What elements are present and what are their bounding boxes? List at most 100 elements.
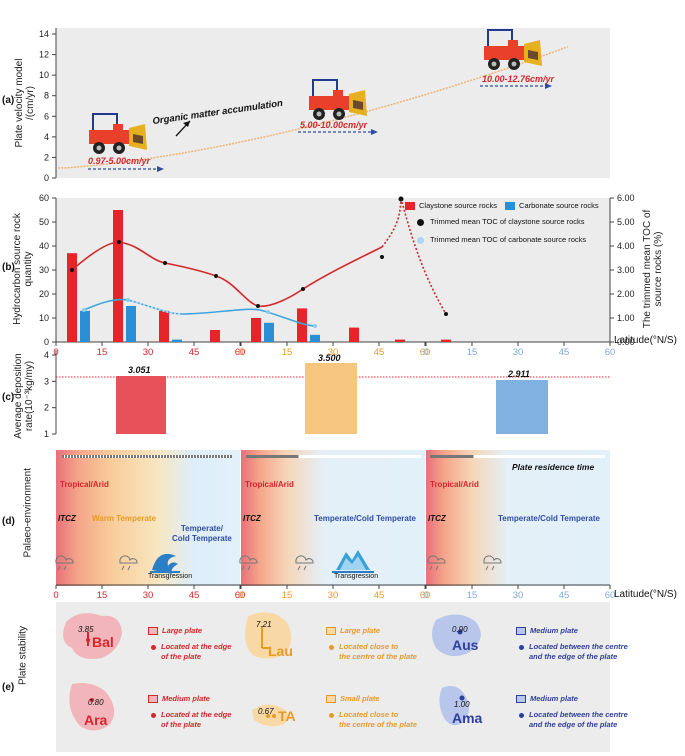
residence-label: Plate residence time	[512, 462, 595, 472]
band-high-velocity: High velocity	[471, 4, 565, 22]
plate-abbr: Aus	[452, 637, 479, 653]
legend-toc-claystone: Trimmed mean TOC of claystone source roc…	[405, 216, 599, 228]
claystone-bar	[395, 339, 405, 342]
d-xtick-label: 60	[420, 590, 431, 601]
a-ytick-label: 10	[39, 70, 49, 80]
a-ytick-label: 14	[39, 29, 49, 39]
a-ytick-label: 2	[44, 152, 49, 162]
island-icon	[332, 550, 374, 573]
env-tropical-low: Tropical/Arid	[60, 480, 109, 489]
b-xtick-label: 60	[235, 347, 246, 358]
range-high: 10.00-12.76cm/yr	[482, 74, 555, 84]
env-column-high	[426, 450, 610, 586]
b-ytick-right: 6.00	[617, 193, 635, 203]
b-ytick-left: 40	[39, 241, 49, 251]
plate-location: Located at the edge of the plate	[148, 642, 231, 662]
plate-size: Medium plate	[148, 694, 210, 704]
panel-c-letter: (c)	[2, 392, 15, 403]
b-xtick-label: 15	[97, 347, 108, 358]
b-xtick-label: 15	[467, 347, 478, 358]
c-ytick-label: 3	[44, 376, 49, 386]
claystone-bar	[297, 308, 307, 342]
claystone-bar	[349, 327, 359, 342]
panel-e-background	[56, 602, 610, 752]
d-xtick-label: 30	[513, 590, 524, 601]
d-xtick-label: 45	[559, 590, 570, 601]
c-ytick-label: 2	[44, 403, 49, 413]
b-xtick-label: 45	[559, 347, 570, 358]
env-column-medium	[241, 450, 425, 586]
plate-location: Located between the centre and the edge o…	[516, 642, 628, 662]
plate-size: Medium plate	[516, 626, 578, 636]
b-ytick-left: 20	[39, 289, 49, 299]
env-itcz-low: ITCZ	[58, 514, 76, 523]
plate-abbr: TA	[278, 708, 296, 724]
bar-medium	[305, 363, 357, 434]
claystone-bar	[210, 330, 220, 342]
env-warm-temperate: Warm Temperate	[92, 514, 157, 523]
env-cold-high: Temperate/Cold Temperate	[498, 514, 600, 523]
d-xtick-label: 15	[97, 590, 108, 601]
b-xtick-label: 60	[420, 347, 431, 358]
b-ytick-right: 0.00	[617, 337, 635, 347]
dozer-icon	[484, 29, 542, 70]
plate-abbr: Bal	[92, 634, 114, 650]
d-xtick-label: 30	[328, 590, 339, 601]
plate-location-dots	[86, 626, 465, 718]
d-xtick-label: 30	[143, 590, 154, 601]
panel-a-chart: 0 2 4 6 8 10 12 14	[39, 28, 610, 183]
plate-location: Located close to the centre of the plate	[326, 642, 417, 662]
b-xtick-label: 45	[374, 347, 385, 358]
d-xtick-label: 0	[423, 590, 428, 601]
carbonate-bar	[172, 339, 182, 342]
d-xtick-label: 60	[235, 590, 246, 601]
b-xtick-label: 0	[423, 347, 428, 358]
c-ytick-label: 4	[44, 350, 49, 360]
b-ytick-right: 1.00	[617, 313, 635, 323]
b-ytick-left: 0	[44, 337, 49, 347]
b-ytick-left: 50	[39, 217, 49, 227]
env-itcz-medium: ITCZ	[243, 514, 261, 523]
dozer-icon	[309, 79, 367, 120]
carbonate-bar	[310, 334, 320, 342]
claystone-bar	[251, 318, 261, 342]
rain-cloud-icon	[55, 555, 502, 571]
plate-abbr: Ama	[452, 710, 483, 726]
panel-b-xlabel: Latitude(°N/S)	[614, 335, 677, 346]
b-ytick-left: 10	[39, 313, 49, 323]
band-low-velocity: Low velocity	[102, 4, 194, 22]
dozer-icon	[89, 113, 147, 154]
panel-d-letter: (d)	[2, 516, 15, 527]
c-ytick-label: 1	[44, 429, 49, 439]
env-cold-low: Temperate/ Cold Temperate	[172, 524, 232, 543]
value-medium: 3.500	[318, 353, 341, 363]
transgression-medium: Transgression	[334, 573, 379, 580]
plate-abbr: Lau	[268, 643, 293, 659]
panel-d-xaxis: 0 15 30 45 600 15 30 45 600 15 30 45 60	[53, 584, 615, 601]
claystone-bar	[441, 339, 451, 342]
legend-claystone: Claystone source rocks Carbonate source …	[405, 200, 599, 212]
env-itcz-high: ITCZ	[428, 514, 446, 523]
b-xtick-label: 30	[143, 347, 154, 358]
plate-value: 1.00	[454, 700, 470, 709]
panel-d-icons	[55, 550, 502, 574]
legend-toc-carbonate: Trimmed mean TOC of carbonate source roc…	[405, 234, 599, 246]
d-xtick-label: 45	[189, 590, 200, 601]
b-xtick-label: 30	[328, 347, 339, 358]
carbonate-bar	[264, 322, 274, 342]
claystone-bar	[159, 310, 169, 342]
a-ytick-label: 12	[39, 50, 49, 60]
residence-bar-high	[430, 455, 605, 458]
env-column-low	[56, 450, 240, 586]
panel-b-letter: (b)	[2, 262, 15, 273]
b-xtick-label: 30	[513, 347, 524, 358]
carbonate-bar	[126, 306, 136, 342]
plate-location: Located at the edge of the plate	[148, 710, 231, 730]
d-xtick-label: 0	[53, 590, 58, 601]
b-ytick-right: 5.00	[617, 217, 635, 227]
a-ytick-label: 8	[44, 91, 49, 101]
d-xtick-label: 45	[374, 590, 385, 601]
plate-abbr: Ara	[84, 712, 108, 728]
claystone-bar	[113, 210, 123, 342]
env-tropical-medium: Tropical/Arid	[245, 480, 294, 489]
